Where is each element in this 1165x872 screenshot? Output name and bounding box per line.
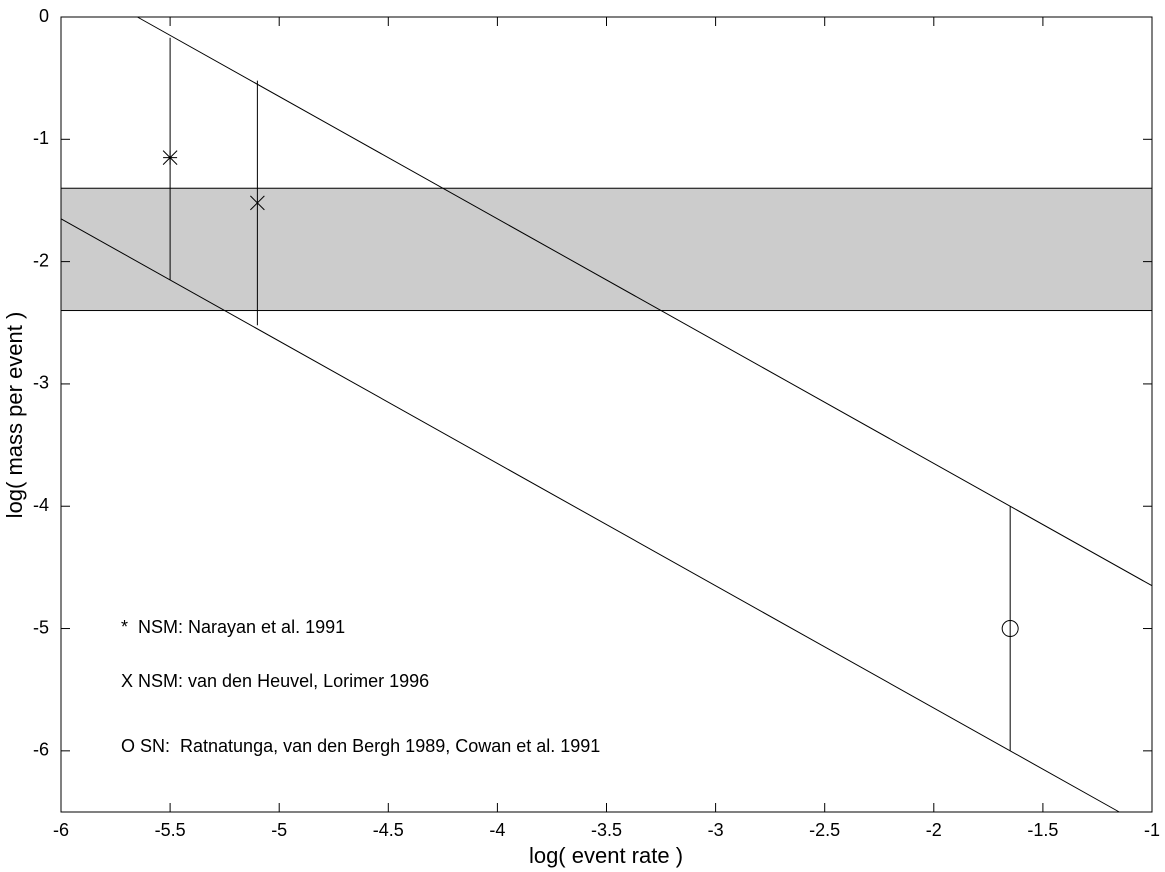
y-tick-label: -6 — [33, 740, 49, 760]
shaded-band — [60, 187, 1153, 312]
y-tick-label: -1 — [33, 128, 49, 148]
diagonal-line — [60, 218, 1120, 813]
x-tick-label: -5 — [271, 820, 287, 840]
y-tick-label: 0 — [39, 6, 49, 26]
annotation: * NSM: Narayan et al. 1991 — [121, 617, 345, 637]
marker — [1001, 620, 1019, 638]
plot-frame — [60, 16, 1153, 813]
y-axis-label: log( mass per event ) — [2, 312, 27, 519]
x-tick-label: -4 — [489, 820, 505, 840]
x-tick-label: -2 — [926, 820, 942, 840]
marker — [162, 150, 178, 166]
x-tick-label: -5.5 — [155, 820, 186, 840]
annotation: X NSM: van den Heuvel, Lorimer 1996 — [121, 671, 429, 691]
x-tick-label: -2.5 — [809, 820, 840, 840]
x-tick-label: -3.5 — [591, 820, 622, 840]
marker — [250, 195, 265, 211]
annotation: O SN: Ratnatunga, van den Bergh 1989, Co… — [121, 736, 600, 756]
x-tick-label: -1 — [1144, 820, 1160, 840]
x-tick-label: -4.5 — [373, 820, 404, 840]
y-tick-label: -4 — [33, 495, 49, 515]
x-tick-label: -3 — [708, 820, 724, 840]
x-axis-label: log( event rate ) — [529, 843, 683, 868]
y-tick-label: -5 — [33, 617, 49, 637]
x-tick-label: -1.5 — [1027, 820, 1058, 840]
y-tick-label: -2 — [33, 250, 49, 270]
y-tick-label: -3 — [33, 373, 49, 393]
diagonal-line — [137, 16, 1153, 587]
x-tick-label: -6 — [53, 820, 69, 840]
